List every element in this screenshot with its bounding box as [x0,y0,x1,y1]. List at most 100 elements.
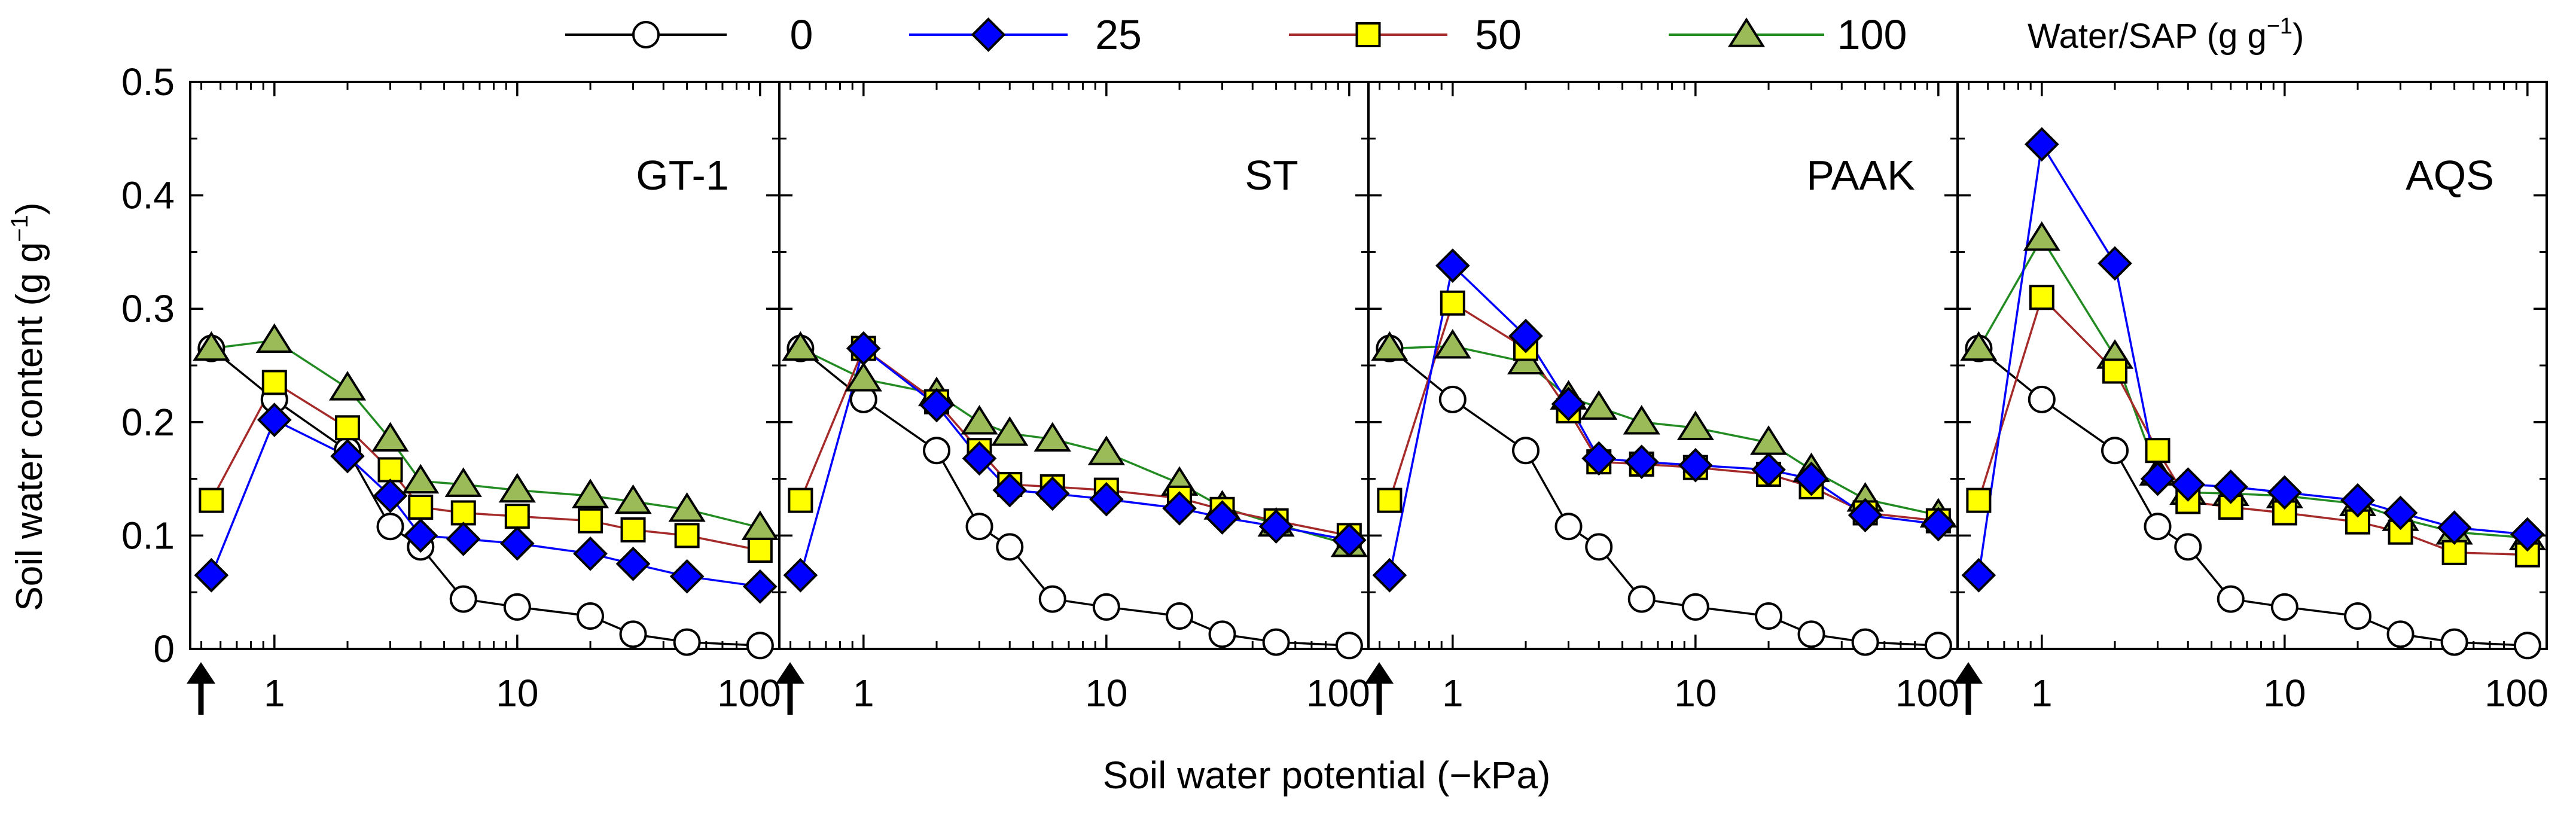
panel-title: ST [1245,152,1298,199]
data-point-50 [747,538,773,563]
y-tick-label: 0.5 [121,60,175,103]
data-point-25 [446,522,481,556]
data-point-0 [2270,593,2298,621]
data-point-0 [2217,585,2245,613]
arrow-head [1365,662,1394,684]
data-point-0 [965,513,993,541]
data-point-0 [923,437,951,465]
data-point-25 [1751,452,1786,487]
data-point-0 [1208,620,1236,648]
legend-entry-0: 0 [565,11,813,58]
x-tick-label: 10 [1674,672,1717,715]
data-point-100 [193,331,230,361]
data-point-25 [1162,491,1197,526]
data-point-50 [2029,285,2054,310]
panel-title: PAAK [1806,152,1915,199]
data-point-100 [371,422,409,452]
series-line-0 [800,347,1349,647]
data-point-25 [2383,495,2418,531]
legend-entry-25: 25 [909,11,1142,58]
data-point-25 [846,331,881,366]
data-point-25 [1921,507,1956,542]
data-point-50 [578,508,603,534]
data-point-0 [2174,533,2202,561]
series-line-100 [1389,345,1939,517]
data-point-0 [1038,585,1066,613]
data-point-0 [376,513,404,541]
x-tick-label: 10 [496,672,538,715]
legend-label: 100 [1837,11,1907,58]
legend-title-exponent: −1 [2267,14,2293,39]
data-point-25 [257,403,292,437]
data-point-0 [1851,628,1879,656]
data-point-0 [1335,632,1363,660]
data-point-100 [1623,405,1660,435]
x-tick-label: 100 [717,672,781,715]
legend-label: 50 [1475,11,1522,58]
data-point-100 [961,405,998,435]
data-point-25 [573,536,608,571]
data-point-25 [1678,448,1713,483]
data-point-100 [402,464,440,494]
data-point-50 [335,415,361,441]
data-point-0 [1585,533,1613,561]
data-point-25 [1508,318,1543,353]
data-point-25 [1624,444,1659,479]
data-point-25 [992,473,1028,508]
data-point-25 [1581,441,1617,476]
data-point-100 [328,371,367,401]
data-point-100 [668,492,706,522]
legend-title: Water/SAP (g g−1) [2028,14,2304,56]
y-tick-label: 0.1 [121,514,175,557]
x-tick-label: 100 [2484,672,2548,715]
y-tick-label: 0 [153,627,175,670]
data-point-50 [450,500,476,526]
series-line-100 [1977,236,2528,539]
data-point-50 [199,487,224,513]
x-axis-label: Soil water potential (−kPa) [1103,754,1551,797]
legend-marker [1727,17,1766,47]
data-point-25 [1848,498,1883,533]
panel-paak: 1 10 100 PAAK [1365,81,1959,715]
series-line-0 [1978,347,2528,647]
data-point-0 [449,585,477,613]
data-point-0 [2344,602,2372,630]
data-point-100 [444,467,482,497]
data-point-0 [746,632,774,660]
panel-title: GT-1 [636,152,729,199]
legend-label: 0 [790,11,813,58]
data-point-100 [1371,331,1409,361]
series-line-0 [211,347,760,647]
legend-marker [971,17,1006,52]
series-line-25 [1388,263,1939,576]
data-point-50 [674,523,700,548]
data-point-0 [2144,513,2172,541]
data-point-25 [2267,475,2302,510]
data-point-25 [615,546,651,581]
y-axis-label: Soil water content (g g−1) [7,202,50,611]
data-point-25 [2024,127,2059,162]
data-point-25 [194,557,229,593]
arrow-head [776,662,804,684]
panel-st: 1 10 100 ST [776,81,1370,715]
data-point-100 [1580,390,1618,420]
data-point-0 [2440,628,2468,656]
y-axis-label-exponent: −1 [7,215,33,242]
data-point-25 [1961,557,1996,593]
data-point-50 [261,370,287,395]
data-point-25 [1258,509,1294,544]
series-line-50 [799,346,1350,537]
arrow-head [187,662,215,684]
data-point-50 [377,457,403,483]
data-point-100 [782,331,819,361]
data-point-25 [2510,517,2545,552]
data-point-0 [2386,620,2415,648]
data-point-25 [1435,248,1470,283]
series-line-50 [1977,295,2528,556]
data-point-0 [1797,620,1825,648]
legend-marker [1355,22,1381,47]
data-point-100 [1960,331,1998,361]
data-point-0 [1512,437,1540,465]
data-point-0 [1262,628,1290,656]
data-point-50 [2145,438,2170,464]
